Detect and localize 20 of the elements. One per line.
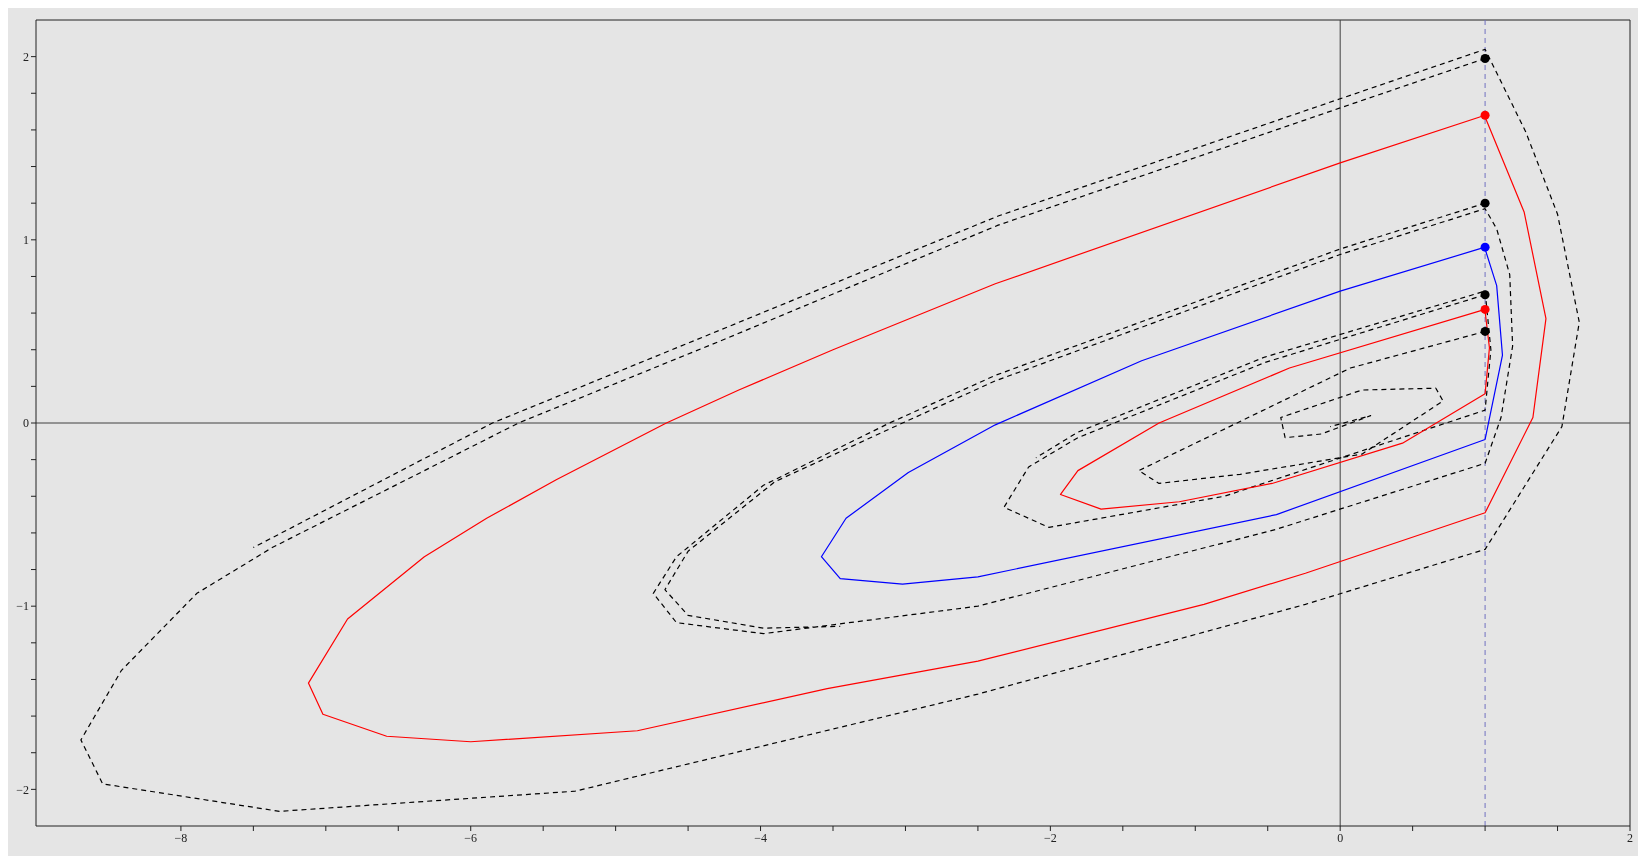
line-series [80, 48, 1580, 812]
point [1480, 110, 1490, 120]
y-tick-label: 1 [23, 233, 29, 248]
point [1480, 242, 1490, 252]
y-tick-label: −1 [16, 599, 29, 614]
x-tick-label: −4 [754, 830, 767, 845]
x-tick-label: −8 [174, 830, 188, 845]
x-tick-label: −6 [464, 830, 478, 845]
point [1480, 326, 1490, 336]
point [1480, 290, 1490, 300]
y-tick-label: 0 [23, 416, 29, 431]
x-tick-label: 0 [1337, 830, 1344, 845]
y-tick-label: −2 [16, 782, 29, 797]
x-tick-label: 2 [1627, 830, 1633, 845]
point [1480, 198, 1490, 208]
x-tick-label: −2 [1043, 830, 1057, 845]
point [1480, 53, 1490, 63]
point [1480, 304, 1490, 314]
line-series [1003, 290, 1492, 529]
y-tick-label: 2 [23, 49, 29, 64]
